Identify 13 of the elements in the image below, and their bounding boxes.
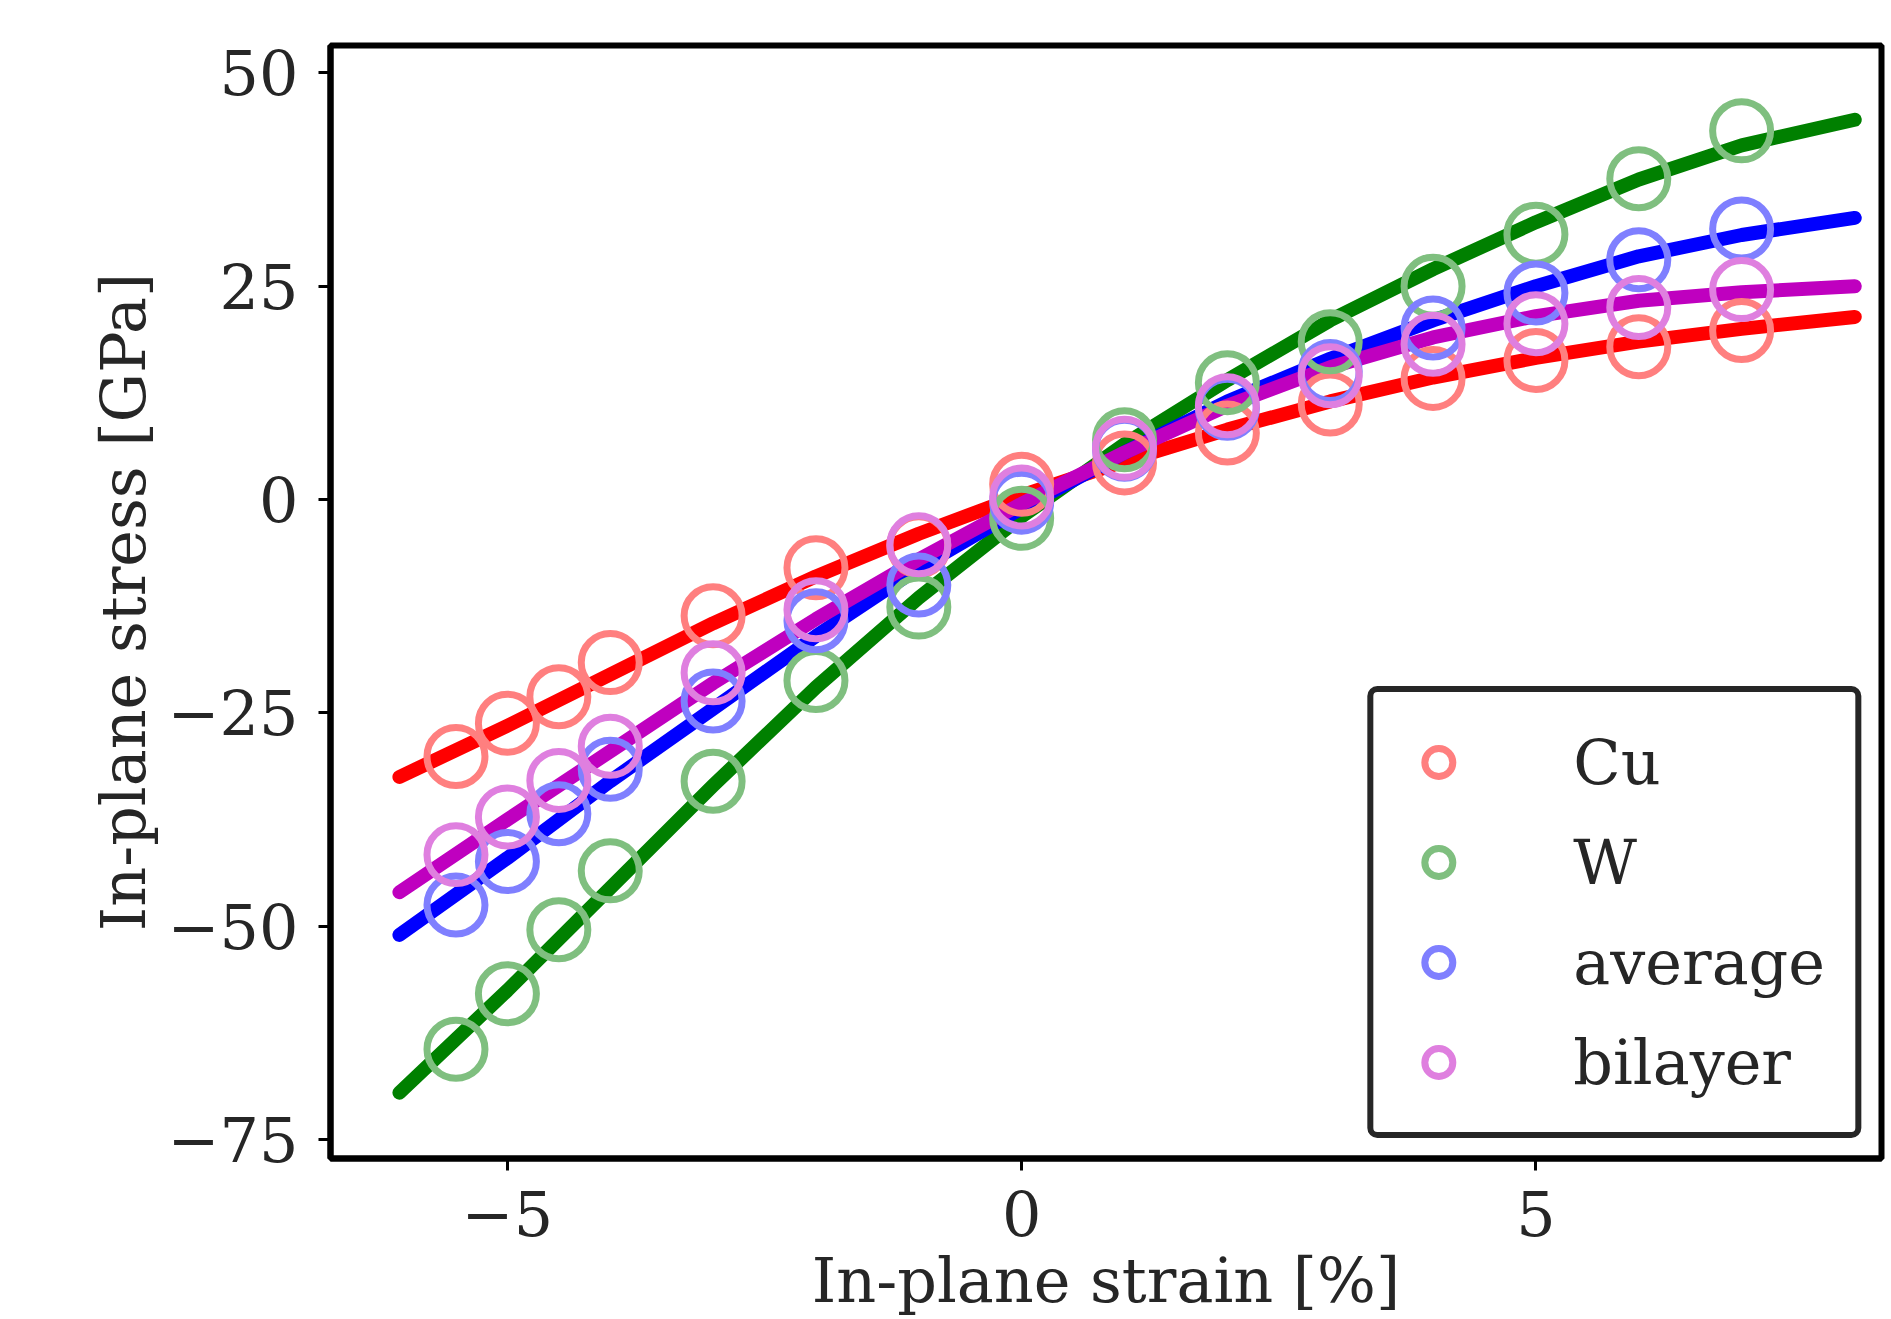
y-tick-label: −50 (167, 890, 299, 964)
y-tick-label: 0 (259, 464, 299, 538)
y-tick-label: 25 (219, 250, 299, 324)
y-axis-title: In-plane stress [GPa] (86, 272, 160, 932)
legend-label: bilayer (1573, 1025, 1791, 1099)
legend-label: Cu (1573, 725, 1661, 799)
y-tick-label: 50 (219, 37, 299, 111)
y-tick-label: −25 (167, 677, 299, 751)
x-tick-label: 5 (1516, 1177, 1556, 1251)
y-tick-label: −75 (167, 1104, 299, 1178)
legend-label: W (1573, 825, 1638, 899)
legend-label: average (1573, 925, 1825, 999)
x-tick-label: −5 (461, 1177, 554, 1251)
